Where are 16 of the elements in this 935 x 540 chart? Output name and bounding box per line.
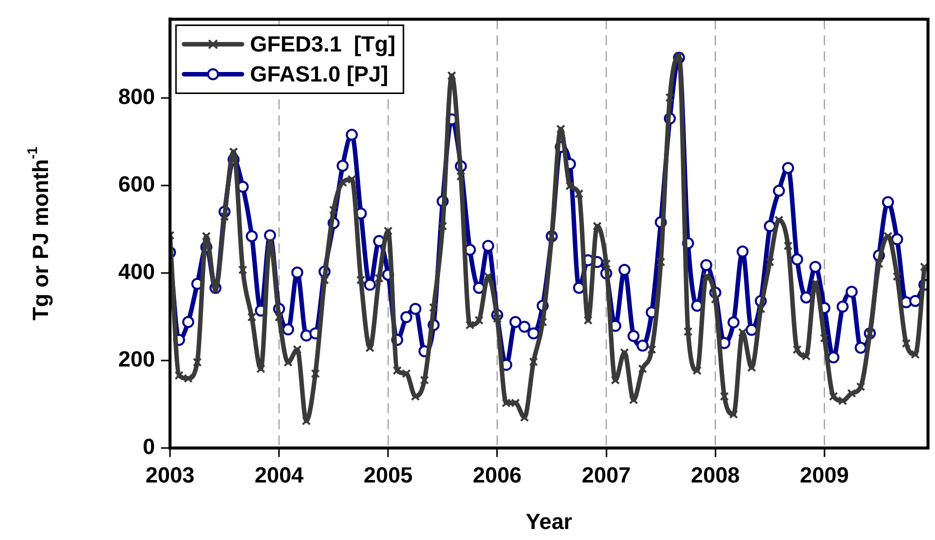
x-axis-title: Year — [526, 508, 573, 534]
x-tick-label: 2009 — [800, 462, 849, 488]
y-tick-label: 400 — [118, 259, 155, 284]
legend-label: GFED3.1 [Tg] — [250, 31, 396, 56]
y-tick-label: 200 — [118, 346, 155, 372]
x-tick-label: 2006 — [472, 462, 522, 488]
x-tick-label: 2008 — [690, 462, 740, 488]
y-axis-title: Tg or PJ month-1 — [24, 146, 54, 320]
x-tick-label: 2004 — [254, 462, 304, 488]
y-tick-label: 800 — [118, 84, 155, 110]
x-tick-label: 2007 — [582, 462, 631, 488]
x-tick-label: 2003 — [146, 462, 194, 488]
legend-label: GFAS1.0 [PJ] — [250, 61, 388, 86]
x-tick-label: 2005 — [364, 462, 413, 488]
y-tick-label: 0 — [142, 434, 155, 460]
y-tick-label: 600 — [118, 172, 155, 197]
